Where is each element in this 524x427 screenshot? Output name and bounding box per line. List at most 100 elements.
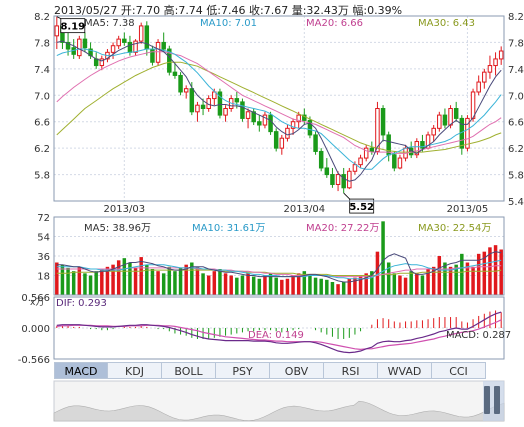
volume-ma30-line — [56, 269, 502, 276]
quote-close: 收:7.67 — [249, 4, 289, 17]
candle-down — [127, 41, 133, 53]
volume-bar-down — [173, 271, 177, 295]
candle-down — [161, 41, 166, 50]
volume-bar-up — [263, 275, 267, 295]
quote-volume: 量:32.43万 — [291, 4, 349, 17]
volume-bar-up — [133, 267, 138, 295]
candle-down — [150, 48, 155, 63]
macd-axis-tick: 0.000 — [21, 324, 50, 335]
price-axis-tick-left: 5.8 — [34, 171, 50, 182]
tab-psy[interactable]: PSY — [216, 362, 270, 379]
low-callout-text: 5.52 — [349, 202, 374, 213]
candle-down — [251, 111, 256, 123]
candle-up — [358, 157, 363, 166]
candle-down — [65, 41, 71, 50]
volume-bar-up — [426, 269, 430, 295]
candle-up — [465, 117, 470, 149]
date-axis-tick: 2013/03 — [104, 204, 146, 215]
volume-bar-up — [285, 278, 290, 295]
volume-bar-up — [195, 266, 200, 295]
candle-up — [347, 170, 352, 189]
price-axis-tick-left: 7.4 — [34, 65, 50, 76]
tab-boll[interactable]: BOLL — [162, 362, 216, 379]
tab-rsi[interactable]: RSI — [324, 362, 378, 379]
candle-down — [330, 174, 335, 185]
candle-down — [178, 74, 183, 93]
volume-bar-down — [308, 275, 312, 295]
volume-bar-up — [482, 251, 487, 295]
price-axis-tick-right: 8.2 — [508, 12, 524, 23]
volume-bar-up — [291, 275, 295, 295]
price-axis-tick-right: 7.4 — [508, 65, 524, 76]
volume-bar-up — [465, 262, 470, 295]
candle-down — [167, 48, 172, 73]
volume-bar-down — [190, 262, 194, 295]
volume-bar-up — [471, 266, 475, 295]
tab-obv[interactable]: OBV — [270, 362, 324, 379]
volume-bar-up — [415, 273, 419, 295]
candle-down — [318, 150, 324, 169]
volume-bar-down — [319, 278, 323, 295]
timeline-year-label: 2004 — [194, 383, 220, 394]
quote-open: 开:7.70 — [120, 4, 161, 17]
volume-bar-up — [336, 284, 340, 295]
candle-down — [268, 114, 273, 133]
tab-cci[interactable]: CCI — [432, 362, 486, 379]
volume-bar-up — [347, 278, 352, 295]
candle-down — [324, 167, 330, 176]
volume-bar-up — [206, 275, 211, 295]
quote-low: 低:7.46 — [206, 4, 246, 17]
volume-axis-tick: 18 — [37, 272, 50, 283]
price-ma20-line — [56, 51, 502, 154]
price-axis-tick-left: 8.2 — [34, 12, 50, 23]
timeline-year-label: 2002 — [125, 383, 151, 394]
candle-up — [77, 38, 82, 57]
low-callout-box — [349, 198, 375, 214]
price-ma10-label: MA10: 7.01 — [200, 18, 258, 29]
quote-change: 幅:0.39% — [352, 4, 403, 17]
candle-up — [363, 147, 369, 159]
volume-bar-down — [325, 279, 329, 295]
timeline-years: 2000 2002 2004 2006 2008 2010 2012 — [54, 383, 504, 395]
price-axis-tick-left: 6.6 — [34, 118, 50, 129]
volume-bar-up — [398, 275, 402, 295]
candle-up — [99, 58, 105, 67]
macd-dif-label: DIF: 0.293 — [56, 298, 107, 309]
tab-macd[interactable]: MACD — [54, 362, 108, 379]
candle-down — [217, 91, 223, 116]
price-axis-tick-left: 7.0 — [34, 91, 50, 102]
candle-down — [273, 131, 279, 149]
timeline-year-label: 2000 — [56, 383, 82, 394]
candle-down — [313, 134, 318, 152]
volume-ma5-line — [56, 251, 502, 283]
volume-bar-down — [60, 264, 65, 295]
candle-up — [437, 114, 442, 129]
volume-bar-down — [409, 271, 413, 295]
price-ma5-line — [56, 40, 502, 182]
high-callout-box — [60, 18, 86, 34]
candle-up — [290, 121, 296, 129]
candle-up — [498, 50, 504, 60]
vol-ma20-label: MA20: 27.22万 — [306, 223, 380, 234]
candle-up — [54, 25, 60, 37]
candle-up — [195, 104, 200, 113]
volume-bar-up — [139, 257, 143, 295]
volume-bar-down — [302, 271, 307, 295]
candle-up — [110, 45, 116, 53]
macd-axis-tick: 0.566 — [21, 293, 50, 304]
vol-ma10-label: MA10: 31.61万 — [192, 223, 266, 234]
volume-bar-down — [122, 258, 127, 295]
volume-bar-down — [268, 273, 273, 295]
volume-bar-down — [167, 266, 172, 295]
price-axis-tick-right: 6.6 — [508, 118, 524, 129]
price-axis-tick-right: 5.4 — [508, 197, 524, 208]
tab-wvad[interactable]: WVAD — [378, 362, 432, 379]
candle-up — [352, 164, 358, 172]
volume-axis-tick: 54 — [37, 233, 50, 244]
candle-up — [397, 157, 403, 169]
candle-up — [285, 127, 290, 139]
timeline-year-label: 2006 — [263, 383, 289, 394]
tab-kdj[interactable]: KDJ — [108, 362, 162, 379]
candle-up — [138, 25, 144, 42]
